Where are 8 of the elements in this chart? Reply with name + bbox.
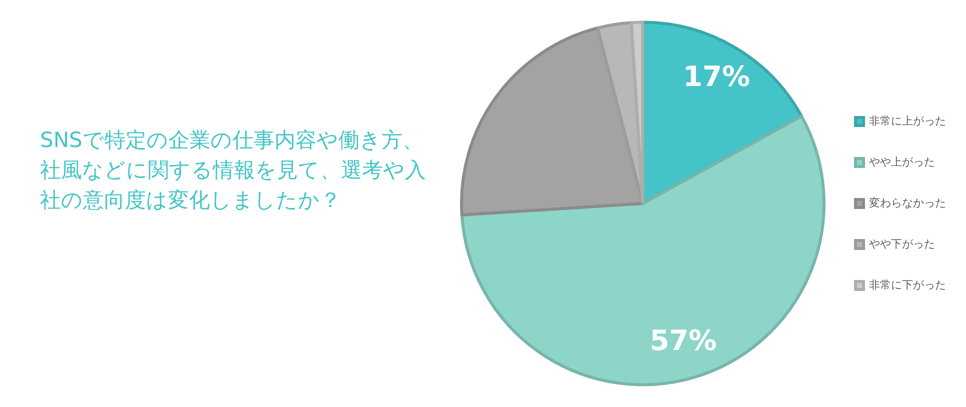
legend-label: 非常に上がった	[869, 114, 946, 128]
text: SNSで特定の企業の仕事内容や働き方、社風などに関する情報を見て、選考や入社の意向度は変化しましたか？	[40, 127, 427, 214]
data-label: 57%	[650, 324, 717, 358]
legend-label: やや下がった	[869, 237, 935, 250]
legend-label: 変わらなかった	[869, 196, 946, 210]
legend-label: やや上がった	[869, 155, 935, 168]
data-label: 17%	[683, 60, 750, 93]
legend-label: 非常に下がった	[869, 278, 946, 292]
